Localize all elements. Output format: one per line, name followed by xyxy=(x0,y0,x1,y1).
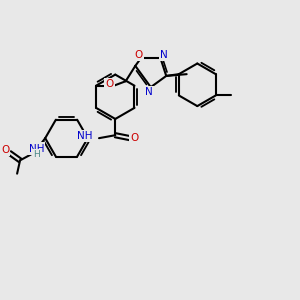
Text: O: O xyxy=(1,145,9,155)
Text: N: N xyxy=(160,50,168,60)
Text: O: O xyxy=(135,50,143,60)
Text: NH: NH xyxy=(28,143,44,154)
Text: NH: NH xyxy=(77,131,92,141)
Text: H: H xyxy=(33,150,40,159)
Text: O: O xyxy=(105,79,113,89)
Text: N: N xyxy=(146,87,153,97)
Text: O: O xyxy=(130,133,139,143)
